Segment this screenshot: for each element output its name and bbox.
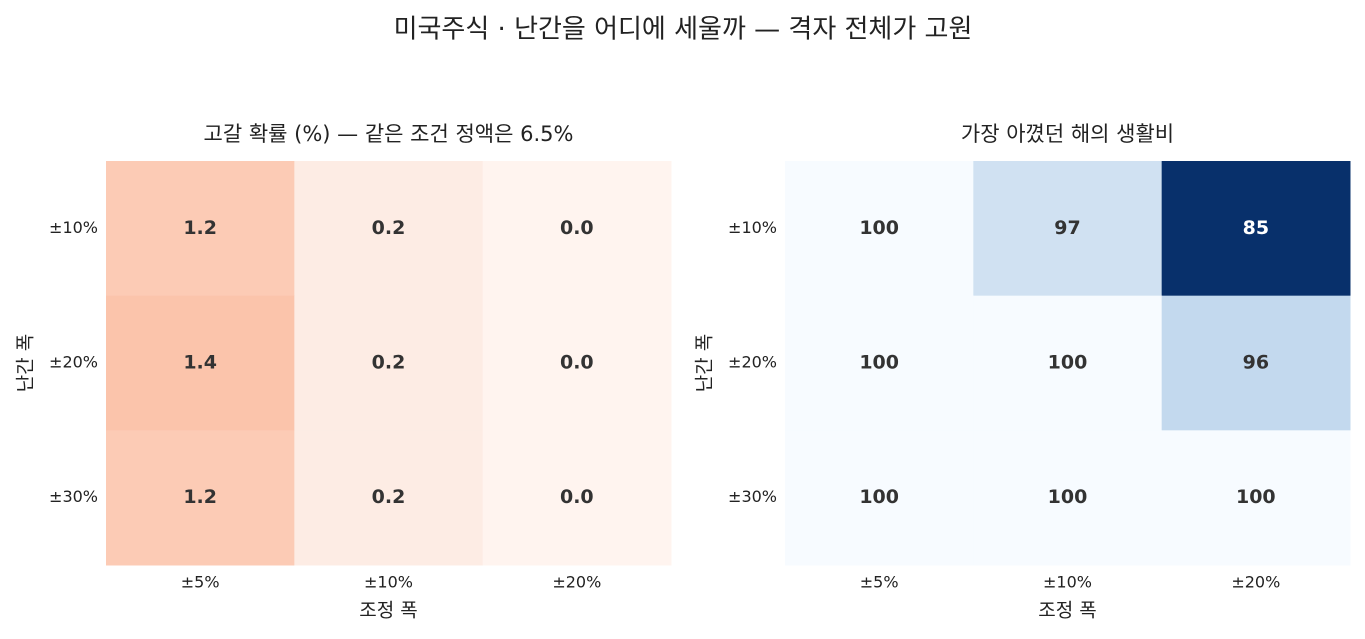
- cell-label: 1.4: [183, 352, 217, 374]
- heatmap-cell: [482, 295, 672, 431]
- cell-label: 100: [1048, 352, 1088, 374]
- y-tick-label: ±30%: [728, 487, 777, 506]
- cell-label: 100: [859, 486, 899, 508]
- y-tick-label: ±10%: [728, 218, 777, 237]
- heatmap-cell: [106, 430, 295, 566]
- cell-label: 100: [1048, 486, 1088, 508]
- cell-label: 0.0: [560, 352, 594, 374]
- heatmap-cell: [973, 295, 1163, 431]
- x-axis-label: 조정 폭: [359, 600, 417, 622]
- heatmap-cell: [973, 430, 1163, 566]
- x-tick-label: ±20%: [552, 573, 601, 592]
- heatmap-cell: [785, 161, 974, 297]
- heatmap-cell: [294, 161, 484, 297]
- heatmap-cell: [1161, 430, 1351, 566]
- cell-label: 100: [1236, 486, 1276, 508]
- heatmap-cell: [482, 430, 672, 566]
- cell-label: 96: [1243, 352, 1269, 374]
- y-tick-label: ±20%: [49, 353, 98, 372]
- x-tick-label: ±20%: [1231, 573, 1280, 592]
- cell-label: 100: [859, 217, 899, 239]
- heatmap-cell: [106, 295, 295, 431]
- cell-label: 85: [1243, 217, 1269, 239]
- cell-label: 0.0: [560, 486, 594, 508]
- y-tick-label: ±30%: [49, 487, 98, 506]
- cell-label: 1.2: [183, 217, 217, 239]
- cell-label: 97: [1054, 217, 1080, 239]
- heatmap-cell: [1161, 295, 1351, 431]
- heatmap-cell: [294, 295, 484, 431]
- subplot-title: 가장 아꼈던 해의 생활비: [961, 122, 1174, 146]
- heatmap-cell: [1161, 161, 1351, 297]
- subplot-title: 고갈 확률 (%) — 같은 조건 정액은 6.5%: [204, 122, 574, 146]
- cell-label: 0.2: [372, 217, 406, 239]
- x-tick-label: ±10%: [1043, 573, 1092, 592]
- heatmap-cell: [294, 430, 484, 566]
- heatmap-cell: [973, 161, 1163, 297]
- x-axis-label: 조정 폭: [1038, 600, 1096, 622]
- cell-label: 0.0: [560, 217, 594, 239]
- cell-label: 0.2: [372, 352, 406, 374]
- x-tick-label: ±10%: [364, 573, 413, 592]
- heatmap-cell: [785, 295, 974, 431]
- y-axis-label: 난간 폭: [15, 334, 37, 392]
- x-tick-label: ±5%: [860, 573, 899, 592]
- y-tick-label: ±20%: [728, 353, 777, 372]
- y-axis-label: 난간 폭: [694, 334, 716, 392]
- cell-label: 1.2: [183, 486, 217, 508]
- heatmap-cell: [482, 161, 672, 297]
- heatmap-cell: [106, 161, 295, 297]
- figure-title: 미국주식 · 난간을 어디에 세울까 — 격자 전체가 고원: [394, 15, 973, 45]
- cell-label: 0.2: [372, 486, 406, 508]
- cell-label: 100: [859, 352, 899, 374]
- heatmap-cell: [785, 430, 974, 566]
- x-tick-label: ±5%: [181, 573, 220, 592]
- y-tick-label: ±10%: [49, 218, 98, 237]
